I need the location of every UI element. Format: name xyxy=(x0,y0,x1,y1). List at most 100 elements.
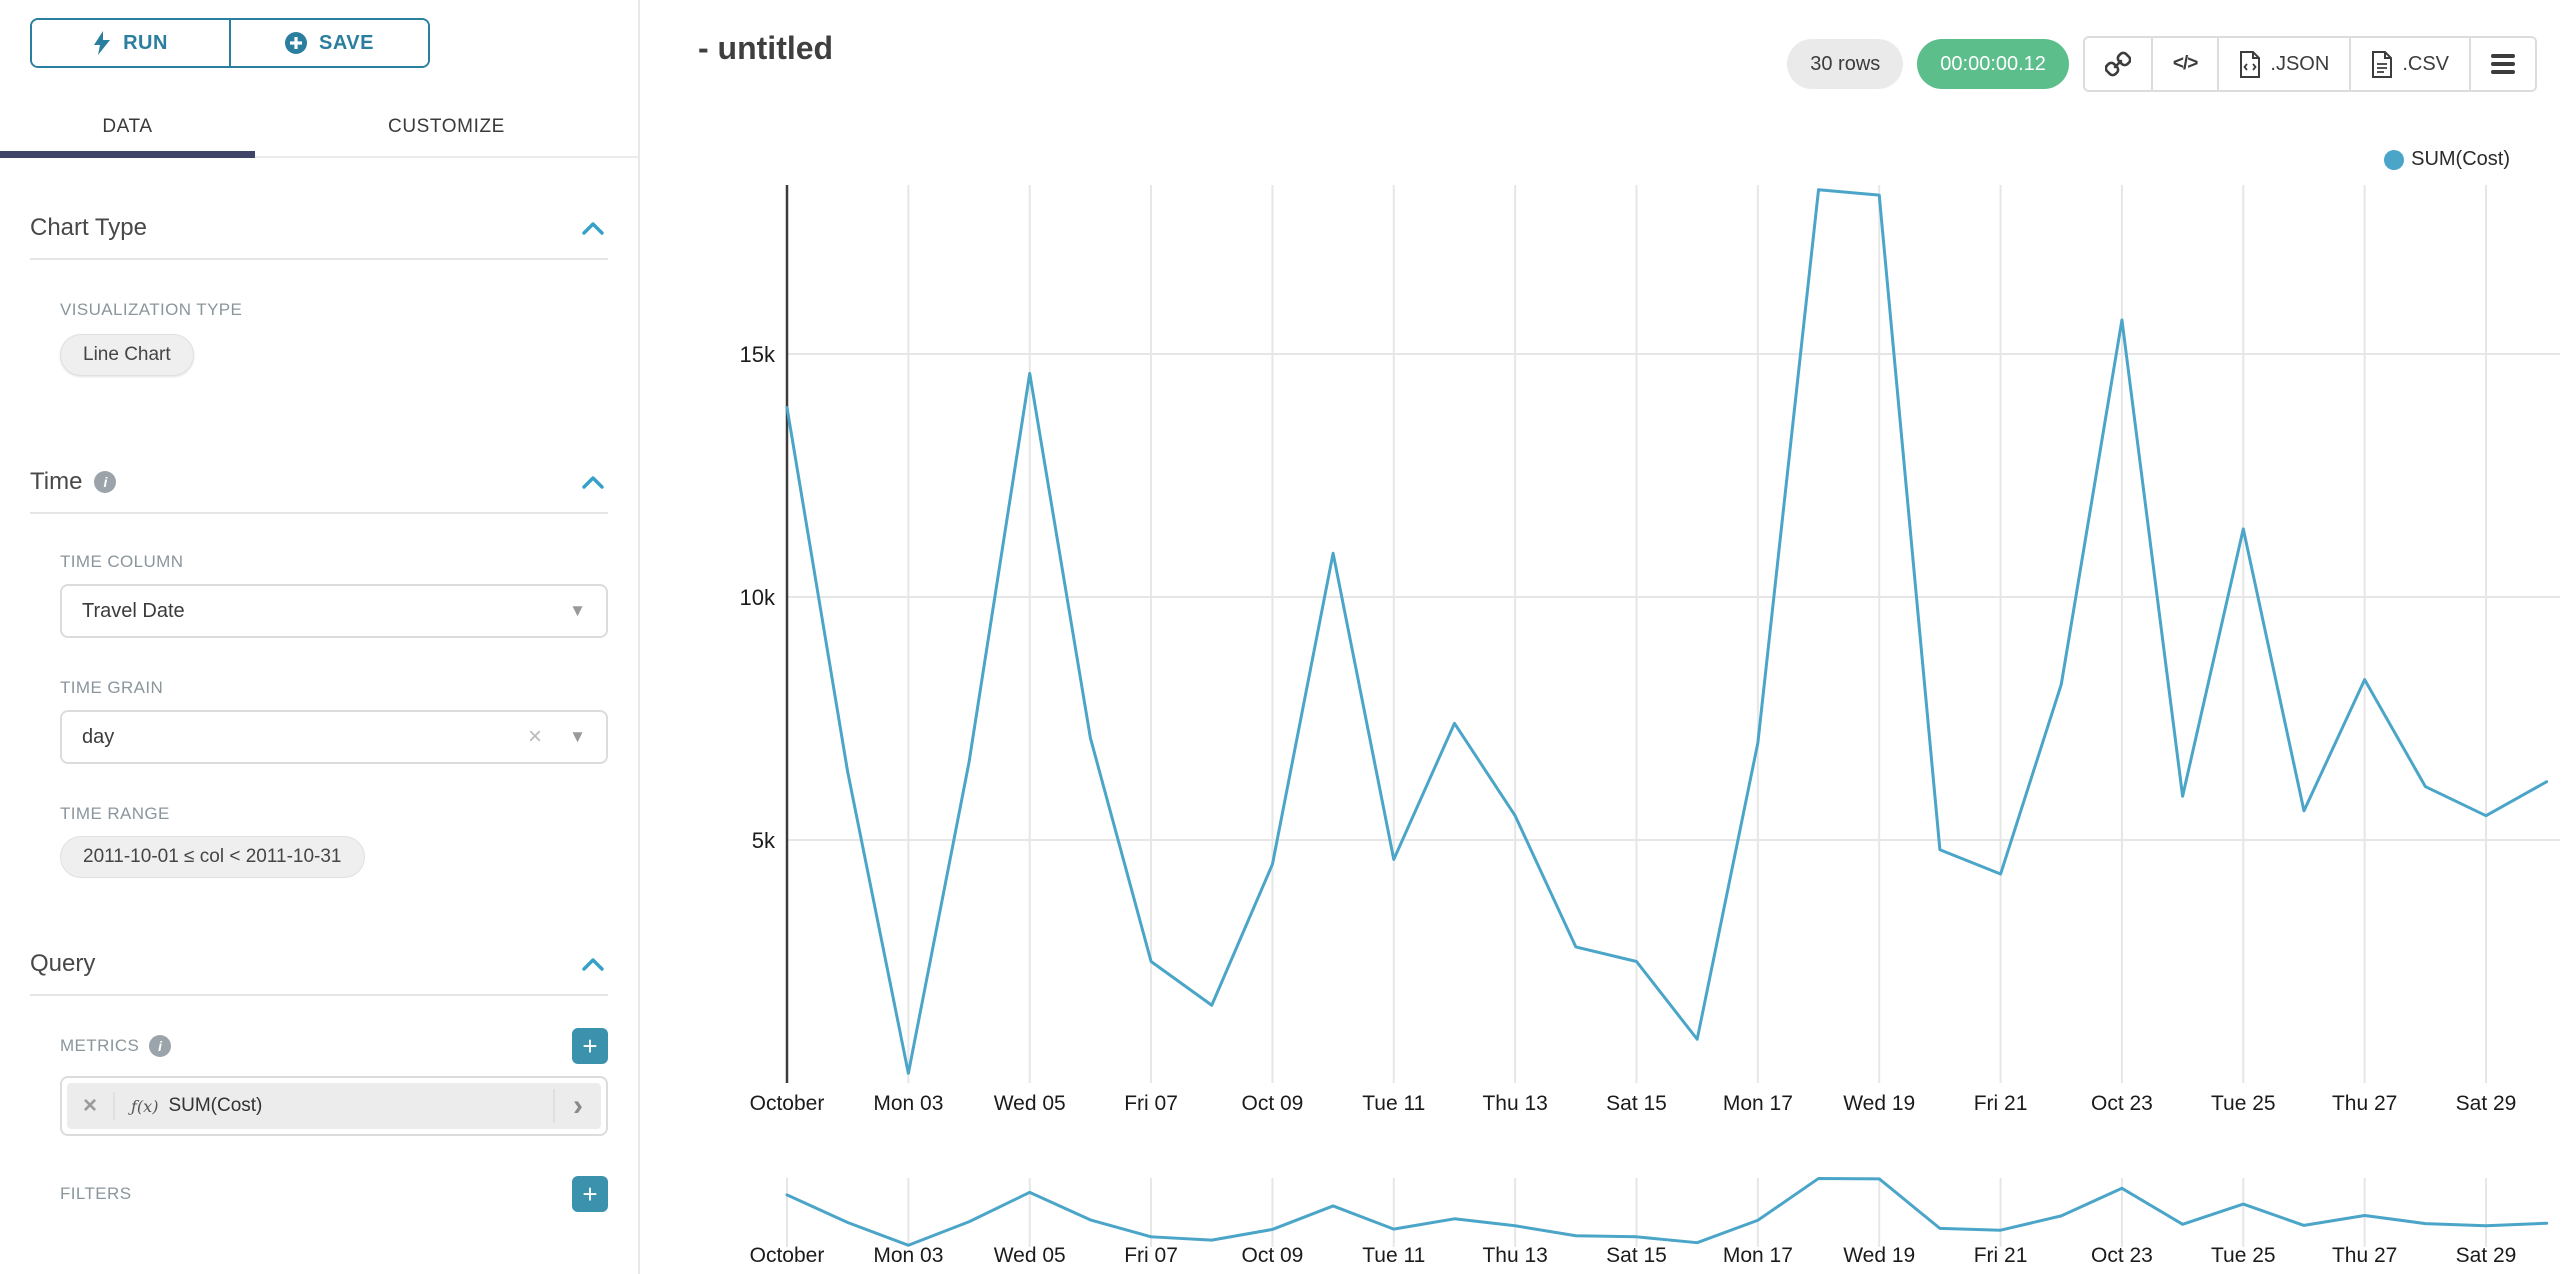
tab-data[interactable]: DATA xyxy=(0,98,255,156)
mini-x-tick-label: Wed 05 xyxy=(994,1244,1066,1267)
mini-x-tick-label: Tue 25 xyxy=(2211,1244,2276,1267)
mini-series-line xyxy=(785,1176,2549,1247)
header-controls: 30 rows 00:00:00.12 </> xyxy=(1787,36,2537,92)
active-tab-indicator xyxy=(0,151,255,158)
metrics-row: METRICS i + xyxy=(60,1028,608,1064)
mini-x-tick-label: Sat 15 xyxy=(1606,1244,1667,1267)
export-json-label: .JSON xyxy=(2270,52,2330,75)
mini-x-tick-label: Tue 11 xyxy=(1362,1244,1425,1267)
time-grain-label: TIME GRAIN xyxy=(60,678,164,697)
legend-series-dot xyxy=(2384,149,2405,170)
info-icon: i xyxy=(94,471,117,493)
control-sidebar: RUN SAVE DATA CUSTOMIZE Chart Type xyxy=(0,0,640,1274)
save-label: SAVE xyxy=(319,31,374,54)
y-tick-label: 5k xyxy=(752,828,776,853)
metrics-label-group: METRICS i xyxy=(60,1035,172,1057)
plus-circle-icon xyxy=(285,32,307,54)
section-title-chart-type: Chart Type xyxy=(30,214,147,241)
section-time-header: Time i xyxy=(30,468,606,496)
sidebar-tabs: DATA CUSTOMIZE xyxy=(0,98,638,158)
time-column-label: TIME COLUMN xyxy=(60,552,184,571)
add-filter-button[interactable]: + xyxy=(572,1176,608,1212)
chevron-right-icon[interactable]: › xyxy=(553,1089,601,1123)
metric-pill[interactable]: × ƒ(x) SUM(Cost) › xyxy=(67,1083,601,1129)
x-tick-label: Fri 07 xyxy=(1124,1092,1178,1115)
mini-x-tick-label: Sat 29 xyxy=(2456,1244,2517,1267)
section-divider xyxy=(30,258,608,260)
legend-item[interactable]: SUM(Cost) xyxy=(2384,148,2510,171)
view-query-button[interactable]: </> xyxy=(2150,38,2218,90)
section-divider xyxy=(30,994,608,996)
filters-label: FILTERS xyxy=(60,1184,132,1203)
mini-x-tick-label: Mon 03 xyxy=(873,1244,943,1267)
filters-row: FILTERS + xyxy=(60,1176,608,1212)
section-query-header: Query xyxy=(30,950,606,978)
x-tick-label: Wed 05 xyxy=(994,1092,1066,1115)
clear-x-icon[interactable]: × xyxy=(527,723,542,750)
metrics-label: METRICS xyxy=(60,1036,140,1055)
remove-metric-icon[interactable]: × xyxy=(67,1092,115,1120)
time-column-select[interactable]: Travel Date ▼ xyxy=(60,584,608,638)
code-icon: </> xyxy=(2172,53,2199,74)
time-range-label: TIME RANGE xyxy=(60,804,170,823)
x-tick-label: Mon 17 xyxy=(1723,1092,1793,1115)
viz-type-pill[interactable]: Line Chart xyxy=(60,334,194,376)
save-button[interactable]: SAVE xyxy=(229,20,428,66)
line-chart-canvas[interactable]: October October Mon 03 Mon 03 Wed 05 Wed 05 Fr… xyxy=(660,0,2576,1274)
collapse-time-button[interactable] xyxy=(580,474,606,491)
tab-customize[interactable]: CUSTOMIZE xyxy=(255,98,638,156)
visualization-type-label: VISUALIZATION TYPE xyxy=(60,300,243,319)
chevron-up-icon xyxy=(582,475,604,489)
legend-series-label: SUM(Cost) xyxy=(2411,148,2510,170)
x-tick-label: Mon 03 xyxy=(873,1092,943,1115)
series-line xyxy=(785,188,2549,1075)
add-metric-button[interactable]: + xyxy=(572,1028,608,1064)
mini-x-tick-label: Oct 23 xyxy=(2091,1244,2153,1267)
lightning-bolt-icon xyxy=(94,31,111,55)
chart-menu-button[interactable] xyxy=(2469,38,2535,90)
x-tick-label: Thu 13 xyxy=(1482,1092,1547,1115)
export-csv-button[interactable]: .CSV xyxy=(2349,38,2469,90)
tab-data-label: DATA xyxy=(102,116,153,137)
section-title-query: Query xyxy=(30,950,96,977)
chevron-up-icon xyxy=(582,221,604,235)
mini-x-tick-label: Mon 17 xyxy=(1723,1244,1793,1267)
time-grain-select[interactable]: day × ▼ xyxy=(60,710,608,764)
x-tick-label: Wed 19 xyxy=(1843,1092,1915,1115)
mini-x-tick-label: Oct 09 xyxy=(1241,1244,1303,1267)
chart-panel: - untitled 30 rows 00:00:00.12 </> xyxy=(660,0,2576,1274)
metrics-field: × ƒ(x) SUM(Cost) › xyxy=(60,1076,608,1136)
collapse-query-button[interactable] xyxy=(580,956,606,973)
mini-x-tick-label: Thu 13 xyxy=(1482,1244,1547,1267)
run-save-group: RUN SAVE xyxy=(30,18,430,68)
section-chart-type-header: Chart Type xyxy=(30,214,606,242)
run-button[interactable]: RUN xyxy=(32,20,229,66)
x-tick-label: Oct 23 xyxy=(2091,1092,2153,1115)
mini-x-tick-label: October xyxy=(750,1244,825,1267)
caret-down-icon: ▼ xyxy=(569,727,586,746)
export-csv-label: .CSV xyxy=(2402,52,2449,75)
time-column-value: Travel Date xyxy=(82,599,185,622)
tab-customize-label: CUSTOMIZE xyxy=(388,116,505,137)
x-tick-label: Sat 29 xyxy=(2456,1092,2517,1115)
x-tick-label: Tue 11 xyxy=(1362,1092,1425,1115)
info-icon: i xyxy=(149,1035,172,1057)
x-tick-label: Tue 25 xyxy=(2211,1092,2276,1115)
link-icon xyxy=(2104,51,2131,77)
section-divider xyxy=(30,512,608,514)
caret-down-icon: ▼ xyxy=(569,601,586,620)
x-tick-label: Sat 15 xyxy=(1606,1092,1667,1115)
chart-title[interactable]: - untitled xyxy=(698,30,834,66)
file-csv-icon xyxy=(2372,50,2393,78)
time-range-pill[interactable]: 2011-10-01 ≤ col < 2011-10-31 xyxy=(60,836,365,878)
mini-x-tick-label: Thu 27 xyxy=(2332,1244,2397,1267)
share-link-button[interactable] xyxy=(2084,38,2151,90)
file-json-icon xyxy=(2240,50,2261,78)
mini-x-tick-label: Fri 07 xyxy=(1124,1244,1178,1267)
x-tick-label: Fri 21 xyxy=(1974,1092,2028,1115)
collapse-chart-type-button[interactable] xyxy=(580,220,606,237)
export-json-button[interactable]: .JSON xyxy=(2217,38,2350,90)
y-tick-label: 15k xyxy=(740,342,776,367)
mini-x-tick-label: Wed 19 xyxy=(1843,1244,1915,1267)
